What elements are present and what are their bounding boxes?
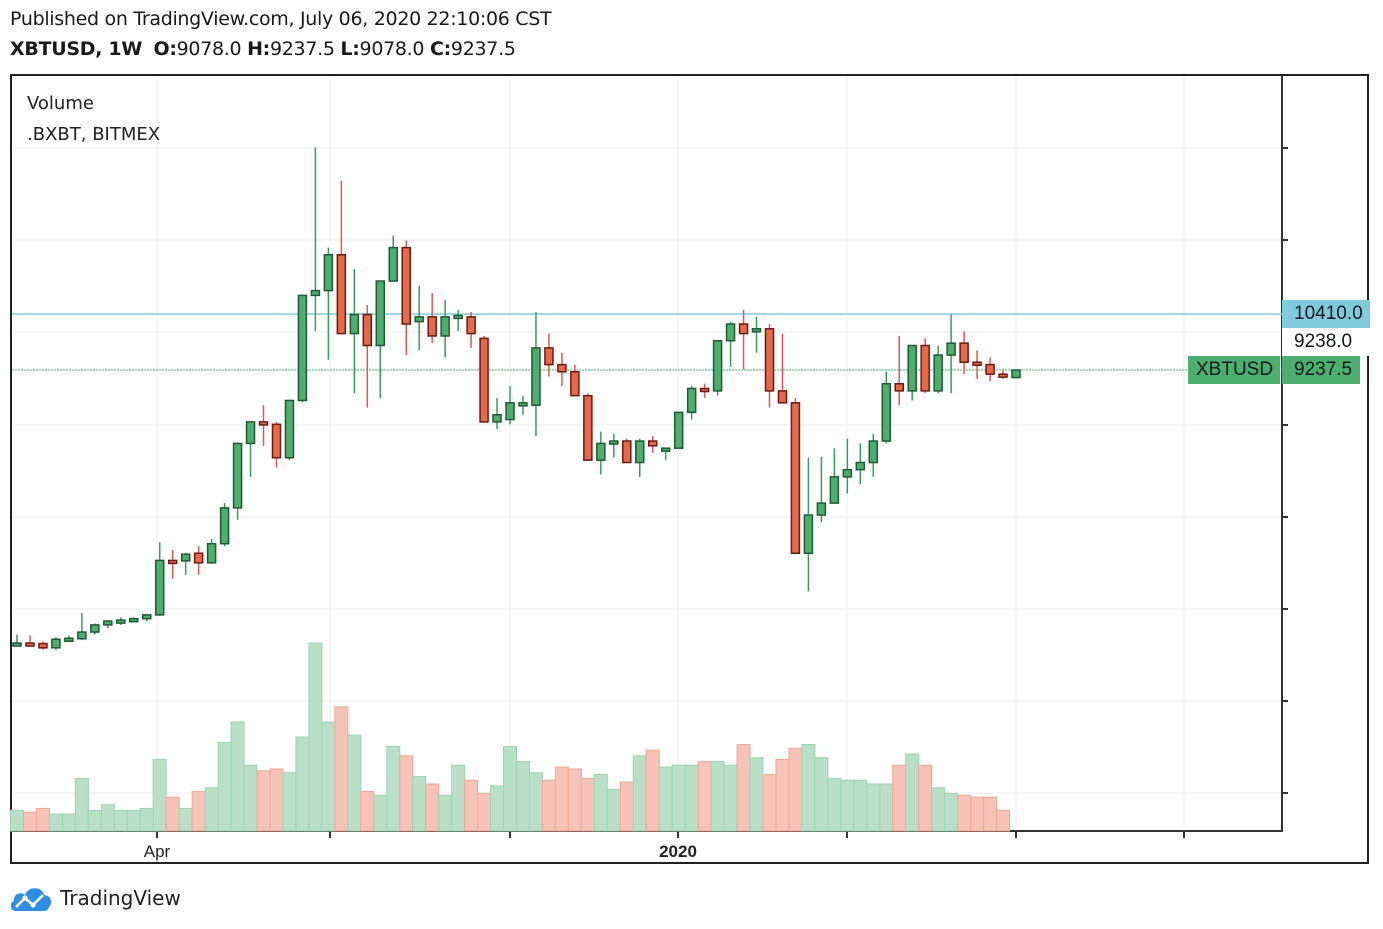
tradingview-cloud-icon (10, 888, 52, 911)
close-label: C: (429, 38, 451, 60)
legend-volume: Volume (27, 93, 94, 114)
ohlc-header: XBTUSD, 1W O:9078.0 H:9237.5 L:9078.0 C:… (10, 38, 516, 60)
last-price-label: 9237.5 (1282, 356, 1360, 384)
x-label-2020: 2020 (659, 842, 697, 861)
legend-source: .BXBT, BITMEX (27, 124, 161, 145)
open-label: O: (153, 38, 177, 60)
x-label-apr: Apr (143, 842, 171, 861)
tradingview-logo[interactable]: TradingView (8, 883, 181, 913)
published-caption: Published on TradingView.com, July 06, 2… (10, 8, 552, 30)
symbol-price-tag: XBTUSD (1188, 356, 1280, 384)
open-value: 9078.0 (176, 38, 242, 60)
low-label: L: (340, 38, 360, 60)
bid-price-label: 9238.0 (1282, 328, 1370, 356)
tradingview-logo-text: TradingView (60, 886, 181, 910)
symbol-interval: XBTUSD, 1W (10, 38, 142, 60)
high-value: 9237.5 (269, 38, 335, 60)
chart-frame (10, 74, 1369, 864)
low-value: 9078.0 (359, 38, 425, 60)
close-value: 9237.5 (450, 38, 516, 60)
high-label: H: (247, 38, 270, 60)
highlight-price-label: 10410.0 (1282, 300, 1370, 328)
